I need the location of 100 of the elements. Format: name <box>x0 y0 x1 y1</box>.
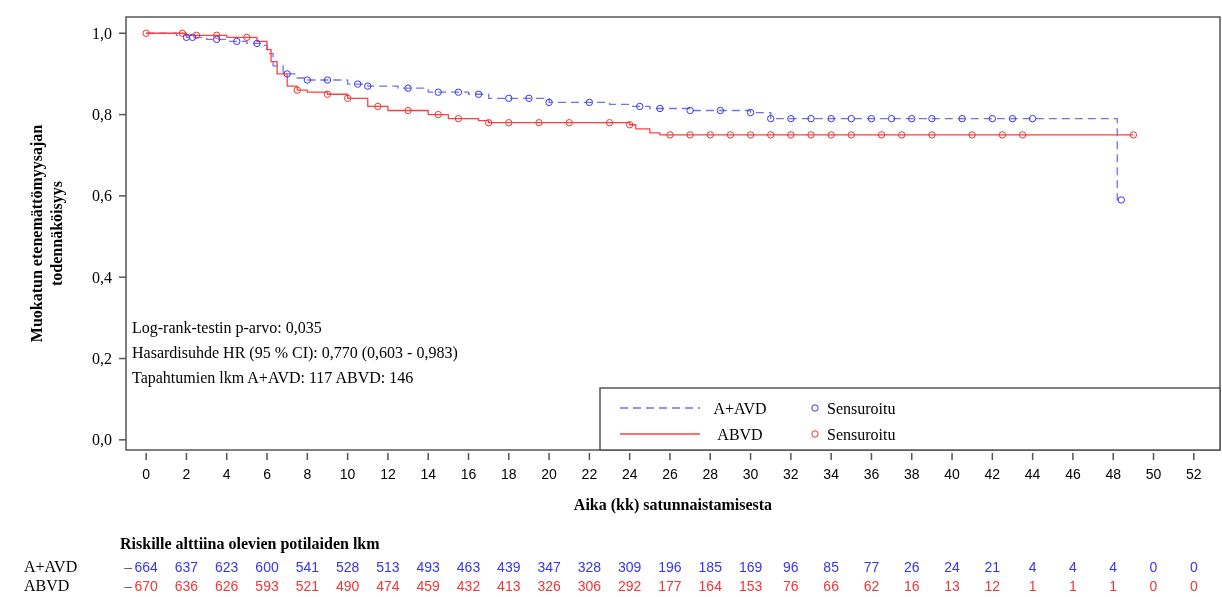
point <box>1018 131 1027 139</box>
point <box>847 114 855 123</box>
x-tick-label: 52 <box>1186 466 1202 482</box>
x-tick-label: 48 <box>1105 466 1122 482</box>
point <box>968 131 976 139</box>
y-tick-label: 0,4 <box>92 268 112 286</box>
x-tick-label: 44 <box>1024 466 1041 482</box>
point <box>585 98 594 107</box>
annotation: Log-rank-testin p-arvo: 0,035 <box>132 319 322 337</box>
point <box>505 94 513 103</box>
point <box>686 106 694 115</box>
x-tick-label: 14 <box>420 466 437 482</box>
point <box>343 94 352 103</box>
point <box>767 131 775 139</box>
legend-label: Sensuroitu <box>827 425 896 443</box>
point <box>374 102 382 111</box>
x-tick-label: 8 <box>303 466 312 482</box>
point <box>404 84 412 92</box>
point <box>565 119 573 127</box>
point <box>877 131 886 139</box>
x-tick-label: 4 <box>222 466 231 482</box>
point <box>474 90 483 98</box>
point <box>454 114 463 123</box>
point <box>988 114 997 123</box>
point <box>233 37 241 46</box>
point <box>243 33 251 42</box>
x-tick-label: 6 <box>263 466 272 482</box>
x-tick-label: 10 <box>339 466 356 482</box>
annotation: Tapahtumien lkm A+AVD: 117 ABVD: 146 <box>132 369 414 387</box>
x-tick-label: 38 <box>903 466 920 482</box>
point <box>827 114 835 123</box>
point <box>787 114 795 123</box>
x-tick-label: 2 <box>182 466 191 482</box>
point <box>323 90 332 98</box>
x-tick-label: 12 <box>380 466 396 482</box>
point <box>353 80 362 88</box>
point <box>1008 114 1017 123</box>
point <box>656 104 664 113</box>
point <box>434 110 442 119</box>
point <box>188 33 197 42</box>
point <box>283 70 291 78</box>
point <box>484 119 493 127</box>
point <box>847 131 855 139</box>
x-tick-label: 0 <box>142 466 151 482</box>
x-tick-label: 34 <box>823 466 840 482</box>
point <box>928 131 936 139</box>
point <box>545 98 553 107</box>
point <box>192 31 201 39</box>
x-tick-label: 16 <box>460 466 477 482</box>
legend-label: A+AVD <box>713 399 767 417</box>
y-tick-label: 0,2 <box>92 350 112 368</box>
x-tick-label: 22 <box>581 466 598 482</box>
x-tick-label: 30 <box>742 466 759 482</box>
point <box>867 114 876 123</box>
point <box>253 39 261 48</box>
x-tick-label: 46 <box>1065 466 1081 482</box>
point <box>525 94 533 103</box>
text: Riskille alttiina olevien potilaiden lkm <box>120 535 381 553</box>
text: A+AVD – 664 637 623 600 541 528 513 493 463 439 347 328 309 196 185 169 96 85 77 26 24 21 4 4 4 0 0 <box>24 558 1198 575</box>
point <box>293 86 301 94</box>
x-tick-label: 36 <box>863 466 880 482</box>
point <box>178 29 187 37</box>
point <box>908 114 916 123</box>
point <box>928 114 936 123</box>
point <box>404 106 412 115</box>
legend-label: ABVD <box>717 425 763 443</box>
y-tick-label: 0,8 <box>92 106 112 124</box>
point <box>726 131 735 139</box>
point <box>746 131 755 139</box>
point <box>505 119 513 127</box>
point <box>636 102 644 111</box>
x-tick-label: 50 <box>1145 466 1162 482</box>
point <box>807 114 815 123</box>
point <box>182 33 191 42</box>
legend-label: Sensuroitu <box>827 399 896 417</box>
x-tick-label: 28 <box>702 466 719 482</box>
point <box>746 108 755 117</box>
x-tick-label: 18 <box>501 466 517 482</box>
x-tick-label: 42 <box>984 466 1001 482</box>
point <box>666 131 674 139</box>
x-tick-label: 26 <box>662 466 678 482</box>
point <box>454 88 463 96</box>
point <box>625 121 634 129</box>
point <box>706 131 714 139</box>
point <box>807 131 815 139</box>
point <box>998 131 1007 139</box>
point <box>1028 114 1037 123</box>
point <box>1129 131 1138 139</box>
y-tick-label: 1,0 <box>92 24 112 42</box>
x-tick-label: 24 <box>621 466 638 482</box>
annotation: Hasardisuhde HR (95 % CI): 0,770 (0,603 - 0,983) <box>132 344 458 362</box>
y-tick-label: 0,0 <box>92 431 112 449</box>
point <box>303 76 312 84</box>
x-axis-title: Aika (kk) satunnaistamisesta <box>573 496 773 514</box>
point <box>787 131 795 139</box>
point <box>897 131 906 139</box>
point <box>716 106 725 115</box>
x-tick-label: 20 <box>541 466 558 482</box>
point <box>212 35 221 44</box>
point <box>686 131 694 139</box>
